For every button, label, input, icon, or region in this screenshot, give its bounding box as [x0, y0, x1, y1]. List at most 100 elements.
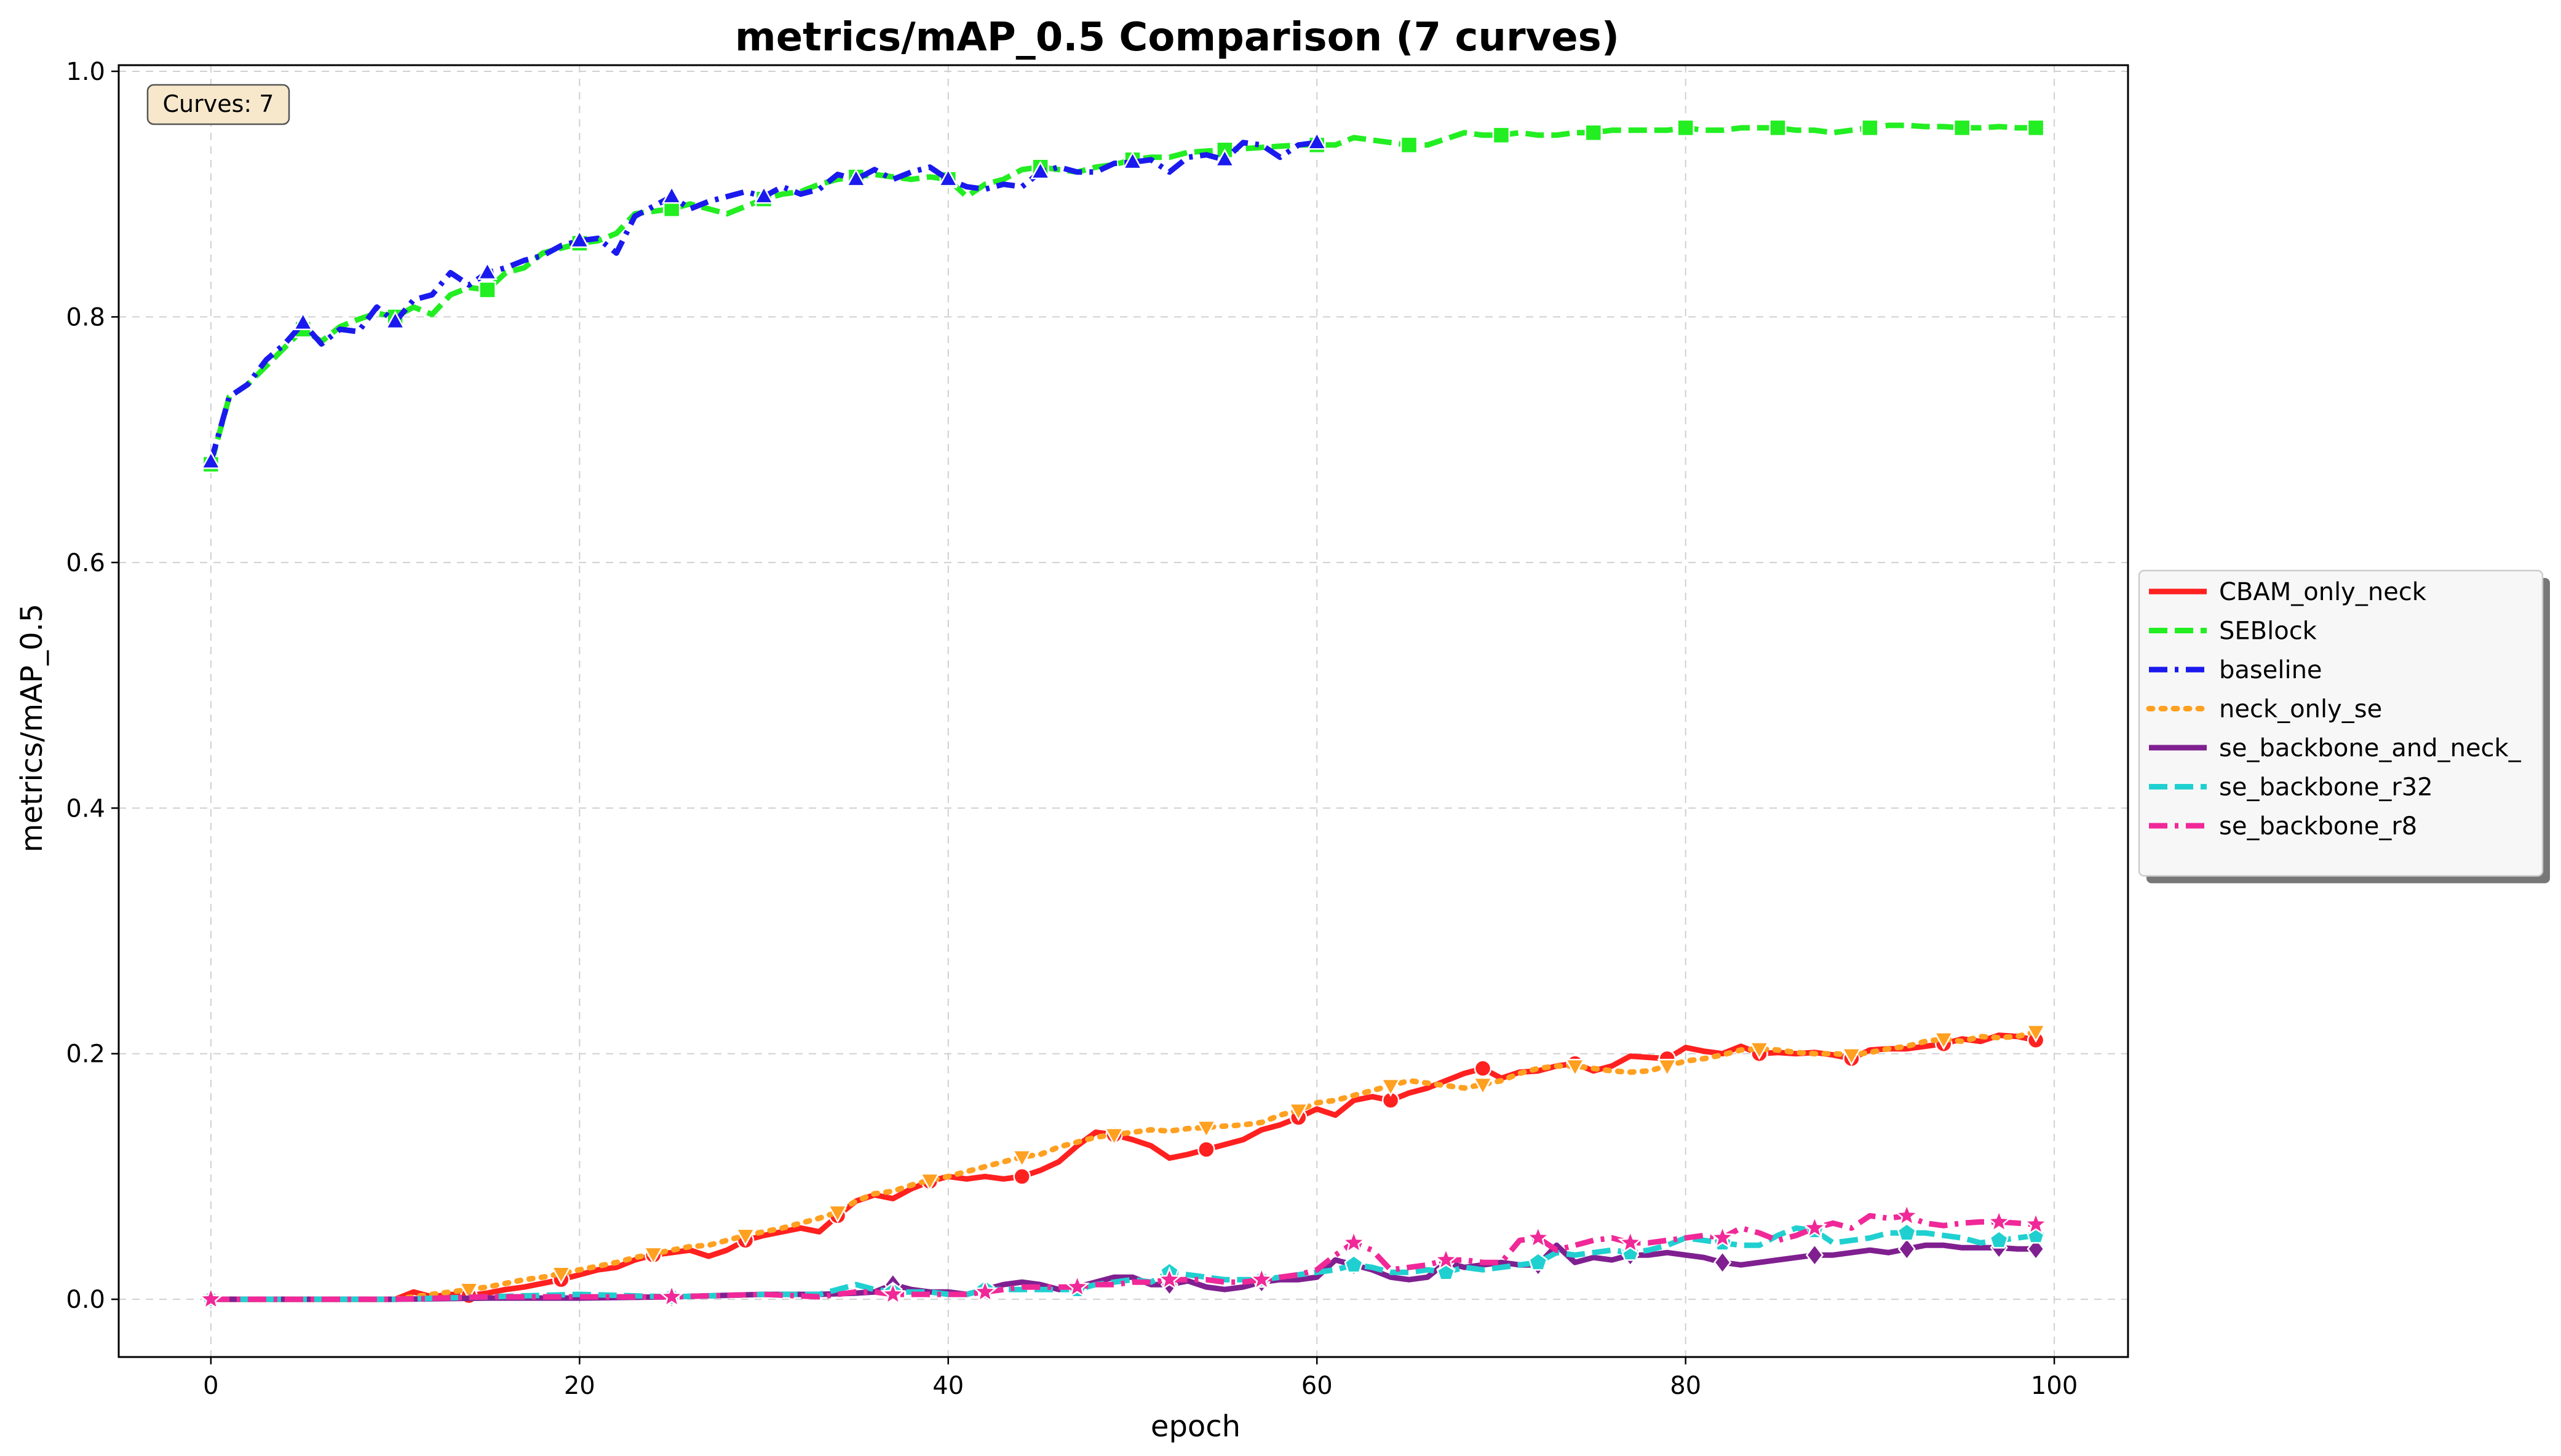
data-point — [753, 185, 774, 204]
data-point — [550, 1266, 571, 1285]
legend-label-se_backbone_r32: se_backbone_r32 — [2219, 774, 2433, 802]
data-point — [198, 1286, 224, 1310]
data-point — [1344, 1254, 1364, 1273]
y-tick-label: 0.6 — [66, 549, 105, 577]
data-point — [1897, 1222, 1917, 1241]
data-point — [2023, 1211, 2049, 1235]
data-point — [1565, 1059, 1586, 1077]
data-point — [1122, 151, 1143, 170]
data-point — [827, 1205, 848, 1224]
legend-label-SEBlock: SEBlock — [2219, 617, 2317, 646]
data-point — [1713, 1251, 1732, 1275]
data-point — [1805, 1243, 1824, 1267]
data-point — [1472, 1077, 1493, 1096]
data-point — [459, 1282, 479, 1301]
curves-annotation: Curves: 7 — [146, 84, 290, 125]
data-point — [2027, 119, 2045, 137]
data-point — [1156, 1266, 1183, 1291]
data-point — [1064, 1273, 1090, 1298]
data-point — [661, 185, 682, 204]
data-point — [880, 1281, 906, 1305]
series-line — [210, 1225, 2036, 1302]
data-point — [1474, 1059, 1492, 1077]
data-point — [569, 229, 590, 248]
data-point — [1030, 160, 1051, 180]
data-point — [1677, 119, 1694, 137]
data-point — [1214, 148, 1235, 167]
data-point — [1584, 124, 1603, 142]
annotation-box — [146, 84, 290, 125]
data-point — [478, 281, 496, 299]
x-tick-label: 20 — [564, 1372, 595, 1400]
data-point — [2027, 1237, 2045, 1261]
plot-area: 0 20 40 60 80 100 0.0 0.2 0.4 0.6 0.8 1.0 Curves: 7 — [66, 58, 2129, 1400]
annotation-text: Curves: 7 — [163, 90, 274, 117]
y-tick-label: 1.0 — [66, 58, 105, 86]
legend-label-se_backbone_r8: se_backbone_r8 — [2219, 812, 2417, 841]
data-point — [1012, 1149, 1033, 1168]
series-se_backbone_r8 — [198, 1202, 2049, 1310]
data-point — [1380, 1078, 1401, 1097]
data-point — [659, 1283, 685, 1308]
data-point — [2025, 1024, 2046, 1043]
legend-label-se_backbone_and_neck_: se_backbone_and_neck_ — [2219, 734, 2522, 762]
data-point — [735, 1228, 756, 1247]
data-point — [1657, 1059, 1678, 1077]
x-tick-label: 100 — [2031, 1372, 2078, 1400]
data-point — [293, 312, 314, 331]
data-point — [1197, 1141, 1215, 1158]
series-neck_only_se — [201, 1024, 2046, 1311]
x-tick-label: 0 — [203, 1372, 218, 1400]
y-tick-label: 0.0 — [66, 1286, 105, 1314]
data-point — [1013, 1168, 1031, 1185]
data-point — [385, 311, 406, 330]
data-point — [1986, 1208, 2012, 1233]
legend-label-CBAM_only_neck: CBAM_only_neck — [2219, 578, 2427, 606]
data-point — [846, 168, 867, 187]
legend-label-neck_only_se: neck_only_se — [2219, 695, 2382, 724]
data-point — [1618, 1229, 1643, 1254]
data-point — [1953, 119, 1971, 137]
data-point — [1894, 1202, 1920, 1227]
data-point — [1249, 1266, 1274, 1291]
y-axis-label: metrics/mAP_0.5 — [15, 604, 49, 853]
data-point — [1769, 119, 1787, 137]
data-point — [1841, 1048, 1862, 1066]
data-point — [938, 168, 959, 187]
data-point — [477, 261, 498, 280]
data-point — [1492, 126, 1511, 144]
y-tick-label: 0.8 — [66, 303, 105, 331]
data-point — [1400, 136, 1418, 154]
x-tick-label: 60 — [1301, 1372, 1333, 1400]
series-line — [208, 122, 2036, 465]
data-point — [1433, 1246, 1459, 1271]
data-point — [1525, 1224, 1551, 1249]
data-point — [1341, 1229, 1367, 1254]
data-point — [1989, 1230, 2009, 1249]
data-point — [1933, 1032, 1954, 1050]
legend-box — [2138, 569, 2544, 877]
axes-frame — [117, 64, 2129, 1358]
data-point — [643, 1246, 664, 1265]
data-point — [1528, 1252, 1548, 1271]
data-point — [1861, 119, 1879, 137]
data-point — [1288, 1102, 1309, 1122]
data-point — [1104, 1127, 1124, 1146]
data-point — [1801, 1214, 1828, 1239]
chart-title: metrics/mAP_0.5 Comparison (7 curves) — [735, 15, 1619, 60]
y-tick-label: 0.4 — [66, 794, 105, 823]
data-point — [919, 1173, 940, 1192]
x-axis-label: epoch — [1151, 1409, 1241, 1444]
data-point — [201, 450, 221, 469]
data-point — [1709, 1224, 1736, 1249]
legend: CBAM_only_neck SEBlock baseline neck_only_s… — [2138, 569, 2550, 884]
data-point — [972, 1278, 998, 1303]
data-point — [1749, 1042, 1769, 1060]
x-tick-label: 40 — [932, 1372, 964, 1400]
data-point — [1306, 131, 1327, 150]
x-tick-label: 80 — [1670, 1372, 1701, 1400]
series-baseline — [201, 131, 1327, 469]
y-tick-label: 0.2 — [66, 1040, 105, 1069]
